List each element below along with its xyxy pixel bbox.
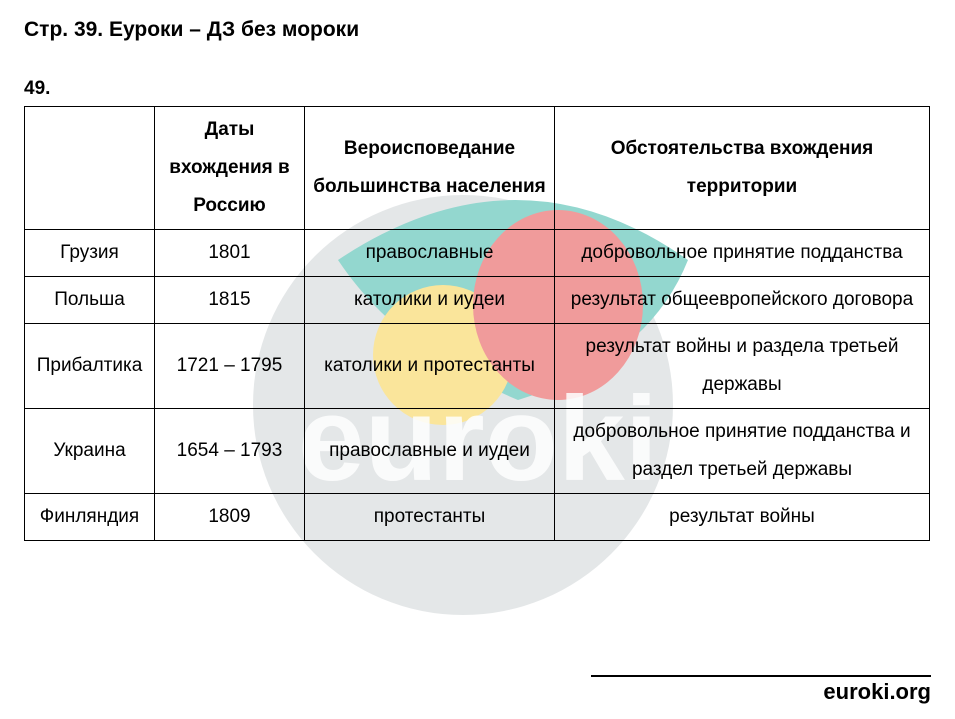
col-header-dates: Даты вхождения в Россию [155, 107, 305, 230]
cell-religion: католики и иудеи [305, 277, 555, 324]
table-row: Финляндия1809протестантырезультат войны [25, 494, 930, 541]
col-header-religion: Вероисповедание большинства населения [305, 107, 555, 230]
territories-table: Даты вхождения в Россию Вероисповедание … [24, 106, 930, 541]
cell-circumstances: добровольное принятие подданства [555, 230, 930, 277]
cell-dates: 1815 [155, 277, 305, 324]
cell-religion: православные [305, 230, 555, 277]
cell-circumstances: результат войны и раздела третьей держав… [555, 324, 930, 409]
page-title: Стр. 39. Еуроки – ДЗ без мороки [24, 18, 931, 42]
table-row: Грузия1801православныедобровольное приня… [25, 230, 930, 277]
footer-site: euroki.org [591, 679, 931, 705]
col-header-circumstances: Обстоятельства вхождения территории [555, 107, 930, 230]
cell-region: Украина [25, 409, 155, 494]
exercise-number: 49. [24, 78, 931, 100]
cell-dates: 1654 – 1793 [155, 409, 305, 494]
cell-religion: православные и иудеи [305, 409, 555, 494]
table-row: Прибалтика1721 – 1795католики и протеста… [25, 324, 930, 409]
cell-region: Финляндия [25, 494, 155, 541]
cell-region: Прибалтика [25, 324, 155, 409]
cell-region: Грузия [25, 230, 155, 277]
cell-circumstances: результат войны [555, 494, 930, 541]
cell-region: Польша [25, 277, 155, 324]
table-header-row: Даты вхождения в Россию Вероисповедание … [25, 107, 930, 230]
cell-religion: протестанты [305, 494, 555, 541]
cell-circumstances: результат общеевропейского договора [555, 277, 930, 324]
table-body: Грузия1801православныедобровольное приня… [25, 230, 930, 541]
col-header-region [25, 107, 155, 230]
cell-dates: 1721 – 1795 [155, 324, 305, 409]
page-footer: euroki.org [591, 675, 931, 705]
cell-dates: 1801 [155, 230, 305, 277]
cell-circumstances: добровольное принятие подданства и разде… [555, 409, 930, 494]
table-row: Польша1815католики и иудеирезультат обще… [25, 277, 930, 324]
cell-dates: 1809 [155, 494, 305, 541]
table-row: Украина1654 – 1793православные и иудеидо… [25, 409, 930, 494]
cell-religion: католики и протестанты [305, 324, 555, 409]
footer-rule [591, 675, 931, 677]
